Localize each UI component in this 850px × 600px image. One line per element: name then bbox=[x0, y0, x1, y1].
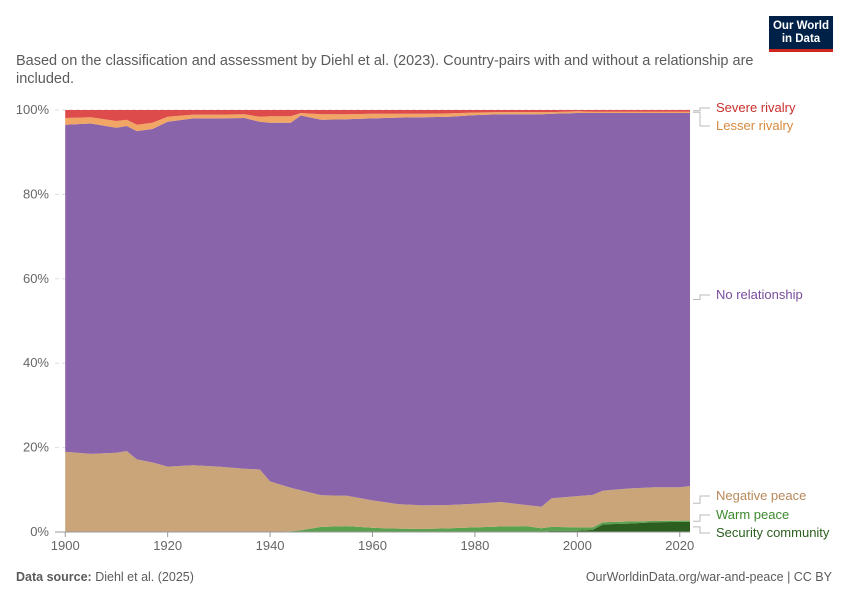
x-tick-label: 1920 bbox=[153, 538, 182, 553]
legend-connector bbox=[693, 514, 710, 522]
data-source-label: Data source: bbox=[16, 570, 92, 584]
x-tick-label: 2020 bbox=[665, 538, 694, 553]
legend-connector bbox=[693, 107, 710, 112]
legend-connector bbox=[693, 111, 710, 127]
legend-connector bbox=[693, 495, 710, 504]
footer-url[interactable]: OurWorldinData.org/war-and-peace | CC BY bbox=[585, 570, 832, 584]
legend-connector bbox=[693, 526, 710, 534]
x-tick-label: 1980 bbox=[460, 538, 489, 553]
y-tick-label: 0% bbox=[30, 524, 49, 539]
x-tick-label: 1940 bbox=[256, 538, 285, 553]
logo-line-2: in Data bbox=[781, 32, 821, 45]
x-tick-label: 1960 bbox=[358, 538, 387, 553]
area-severe-rivalry bbox=[65, 110, 690, 125]
legend-no-relationship: No relationship bbox=[716, 287, 803, 302]
area-security-community bbox=[65, 521, 690, 532]
area-warm-peace bbox=[65, 520, 690, 532]
legend-connector bbox=[693, 294, 710, 300]
data-source-value: Diehl et al. (2025) bbox=[95, 570, 194, 584]
y-tick-label: 40% bbox=[23, 355, 49, 370]
legend-security-community: Security community bbox=[716, 525, 830, 540]
x-tick-label: 2000 bbox=[563, 538, 592, 553]
owid-logo[interactable]: Our World in Data bbox=[769, 16, 833, 52]
y-tick-label: 60% bbox=[23, 271, 49, 286]
area-negative-peace bbox=[65, 451, 690, 532]
y-tick-label: 80% bbox=[23, 186, 49, 201]
data-source: Data source: Diehl et al. (2025) bbox=[16, 570, 194, 584]
y-tick-label: 20% bbox=[23, 440, 49, 455]
chart-subtitle: Based on the classification and assessme… bbox=[16, 53, 754, 87]
legend-severe-rivalry: Severe rivalry bbox=[716, 100, 796, 115]
legend-negative-peace: Negative peace bbox=[716, 488, 806, 503]
logo-line-1: Our World bbox=[772, 20, 829, 32]
area-lesser-rivalry bbox=[65, 111, 690, 132]
legend-warm-peace: Warm peace bbox=[716, 507, 789, 522]
y-tick-label: 100% bbox=[16, 102, 50, 117]
x-tick-label: 1900 bbox=[51, 538, 80, 553]
legend-lesser-rivalry: Lesser rivalry bbox=[716, 118, 794, 133]
area-no-relationship bbox=[65, 113, 690, 507]
